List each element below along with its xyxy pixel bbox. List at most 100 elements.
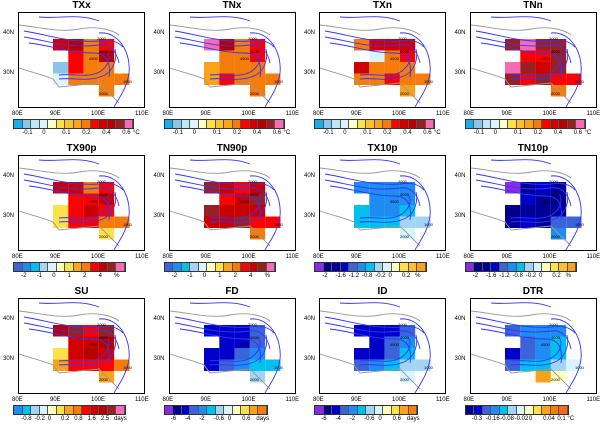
grid-cell <box>550 216 566 228</box>
grid-cell <box>519 348 536 360</box>
colorbar-swatch <box>275 120 284 128</box>
grid-cell <box>399 50 416 62</box>
colorbar-tick-label: 0 <box>192 130 197 136</box>
colorbar-swatch <box>559 120 568 128</box>
colorbar-tick-label: -0.8 <box>512 273 523 279</box>
map-panel-tx90p: TX90p 40N 30N 80E 90E 100E 110E 2000 4000 4500 2… <box>0 143 150 286</box>
contour-label: 2000 <box>248 179 258 184</box>
lat-label: 40N <box>3 173 15 179</box>
grid-cell <box>53 348 69 360</box>
colorbar-swatch <box>559 263 568 271</box>
colorbar-tick-label: % <box>264 273 270 279</box>
lon-label: 90E <box>200 254 212 260</box>
map-area: 2000 4000 4500 2000 1000 <box>18 12 145 108</box>
colorbar-swatch <box>73 120 82 128</box>
contour-label: 2000 <box>551 234 561 239</box>
colorbar-swatch <box>116 406 125 414</box>
contour-label: 2000 <box>99 91 109 96</box>
grid-cell <box>384 336 400 348</box>
contour-label: 4000 <box>250 335 260 340</box>
lon-label: 110E <box>436 254 450 260</box>
contour-label: 2000 <box>250 234 260 239</box>
elevation-contour <box>28 328 110 364</box>
panel-title: TXn <box>373 0 392 11</box>
grid-cell <box>98 205 115 217</box>
coastline <box>169 353 270 390</box>
grid-cell <box>354 39 370 51</box>
contour-label: 1000 <box>123 79 133 84</box>
elevation-contour <box>209 50 260 76</box>
grid-cell <box>535 336 551 348</box>
colorbar-tick-label: -1.2 <box>499 273 510 279</box>
elevation-contour <box>58 191 117 223</box>
lon-label: 100E <box>91 254 106 260</box>
map-area: 2000 4000 4500 2000 1000 <box>469 298 597 394</box>
colorbar-tick-label: 1.6 <box>87 416 96 422</box>
coastline <box>470 210 571 247</box>
grid-cell <box>249 62 265 74</box>
colorbar-swatch <box>408 263 417 271</box>
colorbar-tick-label: -1.6 <box>486 273 497 279</box>
colorbar-swatch <box>340 120 349 128</box>
map-area: 2000 4000 4500 2000 1000 <box>469 155 597 251</box>
colorbar-tick-label: 4 <box>98 273 102 279</box>
colorbar-tick-label: % <box>114 273 120 279</box>
elevation-contour <box>23 30 124 48</box>
grid-cell <box>519 50 536 62</box>
grid-cell <box>535 62 551 74</box>
grid-cell <box>550 348 566 360</box>
panel-title: TN90p <box>216 143 248 154</box>
panel-title: FD <box>225 286 239 297</box>
grid-cell <box>535 39 551 51</box>
grid-cell <box>550 193 566 205</box>
colorbar-tick-label: 0.2 <box>552 273 561 279</box>
elevation-contour <box>550 318 582 393</box>
grid-cell <box>249 359 265 371</box>
grid-cell <box>264 359 280 371</box>
lat-label: 30N <box>304 213 316 219</box>
lon-label: 90E <box>351 254 362 260</box>
colorbar-swatch <box>482 406 491 414</box>
colorbar-tick-label: -0.02 <box>514 416 529 422</box>
grid-cell <box>83 336 99 348</box>
contour-label: 4500 <box>390 199 400 204</box>
colorbar-swatch <box>31 263 40 271</box>
colorbar-swatch <box>164 120 173 128</box>
grid-cell <box>354 325 370 337</box>
elevation-contour <box>174 30 274 48</box>
colorbar-swatch <box>22 263 31 271</box>
grid-cell <box>83 193 99 205</box>
colorbar-swatch <box>391 120 400 128</box>
grid-cell <box>68 39 84 51</box>
grid-cell <box>203 348 219 360</box>
contour-label: 2000 <box>398 36 408 41</box>
grid-cell <box>98 62 115 74</box>
colorbar-tick-label: 0 <box>539 273 543 279</box>
grid-cell <box>83 50 99 62</box>
contour-label: 4500 <box>541 199 551 204</box>
map-panel-id: ID 40N 30N 80E 90E 100E 110E 2000 4000 4500 2000… <box>301 286 451 425</box>
elevation-contour <box>324 316 425 334</box>
elevation-contour <box>480 42 562 78</box>
colorbar <box>13 119 134 129</box>
elevation-contour <box>58 336 110 362</box>
colorbar <box>163 405 268 415</box>
grid-cell <box>535 50 551 62</box>
colorbar-swatch <box>567 263 576 271</box>
grid-cell <box>68 325 84 337</box>
colorbar-swatch <box>198 263 207 271</box>
colorbar-swatch <box>31 120 40 128</box>
contour-label: 4500 <box>390 342 400 347</box>
colorbar-swatch <box>499 263 508 271</box>
grid-cell <box>399 205 416 217</box>
grid-cell <box>53 39 69 51</box>
lon-label: 80E <box>313 397 324 403</box>
elevation-contour <box>339 302 401 308</box>
grid-cell <box>53 205 69 217</box>
colorbar-tick-label: -2 <box>171 273 178 279</box>
colorbar-swatch <box>374 120 383 128</box>
colorbar-tick-label: 0 <box>378 416 382 422</box>
colorbar-swatch <box>366 263 375 271</box>
grid-cell <box>264 216 280 228</box>
elevation-contour <box>23 173 124 191</box>
